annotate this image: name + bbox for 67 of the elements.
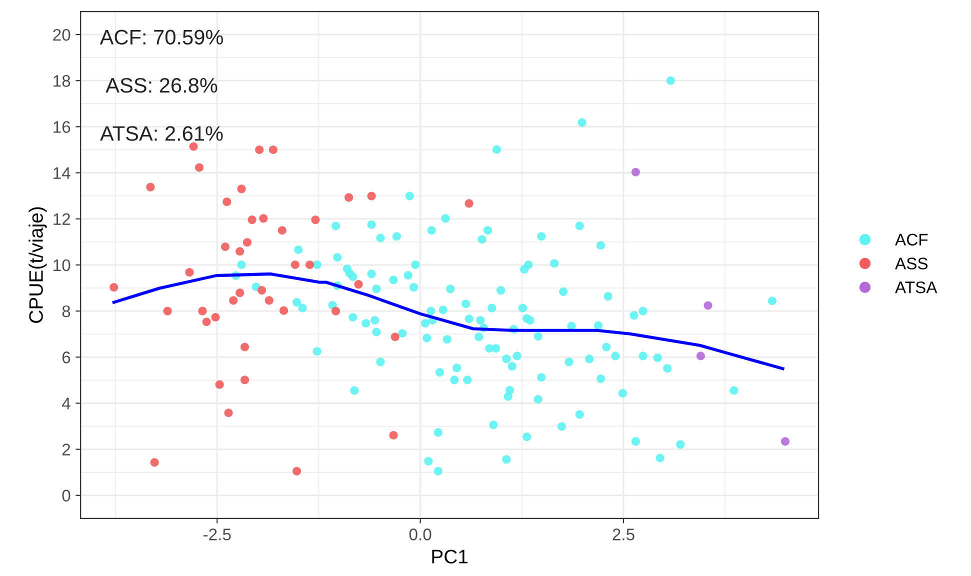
point xyxy=(311,216,320,224)
y-axis-title: CPUE(t/viaje) xyxy=(28,207,47,323)
y-tick-label: 20 xyxy=(53,28,70,41)
point xyxy=(367,192,376,200)
point xyxy=(220,242,230,252)
point xyxy=(202,318,211,326)
point xyxy=(222,198,232,206)
point xyxy=(292,466,302,476)
y-tick-label: 0 xyxy=(62,490,70,502)
point xyxy=(631,168,640,176)
point xyxy=(150,458,159,467)
x-tick-label: 0.0 xyxy=(409,528,432,540)
point xyxy=(290,260,300,270)
point xyxy=(229,296,238,305)
point xyxy=(354,280,363,289)
annotation: ACF: 70.59% xyxy=(100,30,223,45)
point xyxy=(279,306,288,315)
y-tick-label: 2 xyxy=(62,444,70,456)
point xyxy=(332,306,340,316)
point xyxy=(696,352,705,360)
point xyxy=(146,182,155,192)
point xyxy=(224,408,233,418)
point xyxy=(215,380,224,389)
point xyxy=(236,288,244,298)
legend-label: ATSA xyxy=(895,282,938,294)
point xyxy=(237,184,246,194)
y-tick-label: 14 xyxy=(54,167,70,179)
point xyxy=(780,437,790,446)
y-tick-label: 4 xyxy=(62,398,70,410)
point xyxy=(185,268,194,277)
point xyxy=(464,199,474,208)
y-tick-label: 10 xyxy=(54,259,70,272)
y-tick-label: 16 xyxy=(54,121,70,133)
y-tick-label: 18 xyxy=(54,75,70,87)
point xyxy=(390,332,400,342)
point xyxy=(255,145,264,154)
legend-label: ACF xyxy=(895,234,928,246)
legend-label: ASS xyxy=(895,258,928,270)
point xyxy=(278,226,286,235)
point xyxy=(264,296,274,305)
point xyxy=(704,301,712,310)
x-tick-label: -2.5 xyxy=(204,528,231,540)
point xyxy=(198,306,207,316)
y-tick-label: 12 xyxy=(54,213,70,225)
point xyxy=(194,163,204,172)
point xyxy=(163,306,172,316)
y-tick-label: 8 xyxy=(62,305,70,318)
annotation: ASS: 26.8% xyxy=(106,78,218,93)
point xyxy=(110,283,118,292)
point xyxy=(211,312,220,322)
annotation: ATSA: 2.61% xyxy=(100,126,223,141)
point xyxy=(258,286,266,295)
point xyxy=(236,247,244,256)
point xyxy=(268,145,278,154)
point xyxy=(389,430,398,440)
point xyxy=(240,342,250,352)
point xyxy=(344,193,354,202)
x-axis-title: PC1 xyxy=(432,550,468,564)
point xyxy=(240,376,250,384)
point xyxy=(259,214,268,223)
y-tick-label: 6 xyxy=(62,352,70,364)
point xyxy=(306,260,314,270)
point xyxy=(189,142,198,151)
x-tick-label: 2.5 xyxy=(612,528,634,540)
point xyxy=(242,238,252,247)
line-series xyxy=(112,272,784,370)
point xyxy=(248,216,256,224)
